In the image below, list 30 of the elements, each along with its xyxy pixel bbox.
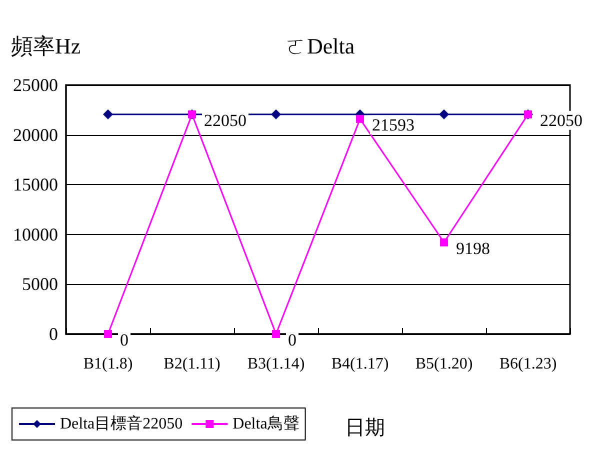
data-label: 9198: [456, 238, 490, 258]
y-tick-label: 20000: [13, 124, 58, 145]
data-label: 22050: [540, 110, 582, 130]
data-label: 22050: [204, 110, 246, 130]
x-tick-label: B2(1.11): [164, 356, 220, 372]
point: [440, 238, 448, 246]
data-label: 21593: [372, 115, 414, 134]
point: [439, 109, 449, 120]
x-tick-label: B6(1.23): [499, 356, 557, 372]
y-tick-label: 10000: [13, 224, 58, 244]
y-tick-label: 15000: [13, 174, 58, 195]
data-label: 0: [288, 330, 296, 350]
point: [356, 114, 364, 123]
x-tick-label: B3(1.14): [247, 356, 305, 372]
x-tick-label: B4(1.17): [331, 356, 389, 372]
legend-label: Delta目標音22050: [60, 414, 183, 432]
legend-label: Delta鳥聲: [232, 414, 300, 432]
y-tick-label: 0: [49, 324, 58, 344]
chart-title: ㄛDelta: [285, 34, 355, 58]
point: [272, 330, 280, 338]
y-tick-label: 25000: [13, 75, 58, 95]
x-axis-title: 日期: [345, 417, 385, 439]
x-tick-label: B5(1.20): [415, 356, 473, 372]
point: [103, 109, 113, 120]
x-tick-label: B1(1.8): [83, 356, 133, 372]
point: [104, 330, 112, 338]
y-tick-label: 5000: [22, 274, 58, 294]
point: [271, 109, 281, 120]
y-axis-title: 頻率Hz: [11, 34, 81, 58]
data-label: 0: [120, 330, 128, 350]
